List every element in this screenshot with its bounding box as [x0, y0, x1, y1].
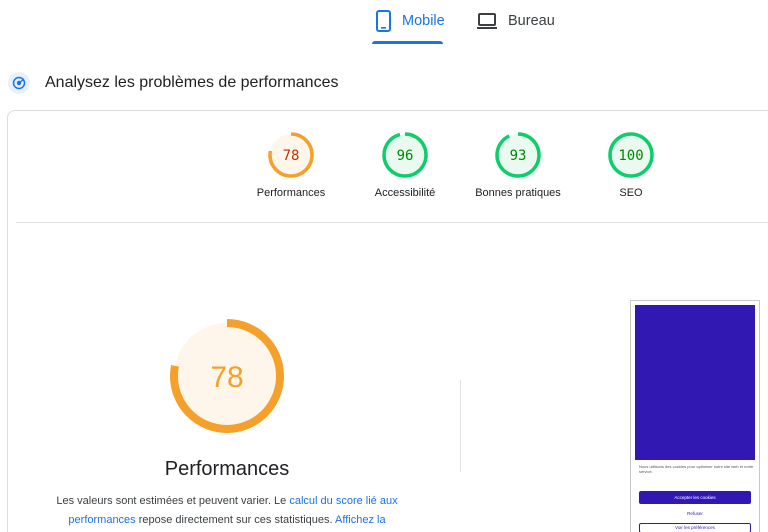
gauge-score: 96	[397, 148, 414, 164]
tab-selected-indicator	[372, 41, 443, 44]
gauge-score: 100	[618, 148, 643, 164]
screenshot-cookie-text: Nous utilisons des cookies pour optimise…	[639, 464, 754, 474]
vertical-divider	[460, 380, 461, 472]
main-gauge-title: Performances	[164, 458, 290, 480]
screenshot-prefs-button: Voir les préférences	[639, 523, 751, 532]
gauge-ring: 93	[495, 132, 541, 178]
device-tabs: Mobile Bureau	[0, 0, 768, 46]
view-link[interactable]: Affichez la	[335, 514, 386, 526]
diagnostics-icon	[8, 72, 30, 94]
gauge-label: Accessibilité	[374, 187, 436, 199]
laptop-icon	[477, 13, 497, 29]
gauge-seo[interactable]: 100 SEO	[581, 131, 681, 200]
gauge-ring: 78	[268, 132, 314, 178]
tab-mobile-label: Mobile	[402, 13, 445, 29]
gauge-performance[interactable]: 78 Performances	[241, 131, 341, 200]
gauge-label: Performances	[256, 187, 326, 199]
main-gauge-score: 78	[210, 361, 243, 394]
desc-text-2: repose directement sur ces statistiques.	[135, 514, 333, 526]
gauge-label: Bonnes pratiques	[475, 187, 561, 199]
gauge-best-practices[interactable]: 93 Bonnes pratiques	[468, 131, 568, 200]
page-screenshot-thumbnail[interactable]: Nous utilisons des cookies pour optimise…	[630, 300, 760, 532]
smartphone-icon	[376, 10, 391, 32]
gauge-ring: 100	[608, 132, 654, 178]
gauge-accessibility[interactable]: 96 Accessibilité	[355, 131, 455, 200]
performance-main-gauge: 78	[170, 319, 284, 433]
gauge-score: 93	[510, 148, 527, 164]
score-calculation-link[interactable]: calcul du score lié aux performances	[68, 495, 398, 526]
section-title: Analysez les problèmes de performances	[45, 74, 339, 91]
gauge-label: SEO	[619, 187, 643, 199]
desc-text-1: Les valeurs sont estimées et peuvent var…	[56, 495, 290, 507]
screenshot-hero	[635, 305, 755, 460]
tab-mobile[interactable]: Mobile	[375, 10, 445, 44]
score-gauges: 78 Performances 96 Accessibilité 93 Bonn…	[0, 131, 768, 211]
screenshot-accept-button: Accepter les cookies	[639, 491, 751, 504]
score-description: Les valeurs sont estimées et peuvent var…	[40, 492, 414, 530]
report-card	[7, 110, 768, 532]
gauge-score: 78	[283, 148, 300, 164]
gauge-ring: 96	[382, 132, 428, 178]
tab-desktop-label: Bureau	[508, 13, 555, 29]
tab-desktop[interactable]: Bureau	[476, 10, 556, 44]
section-heading: Analysez les problèmes de performances	[8, 72, 338, 94]
screenshot-refuse-button: Refuser	[687, 511, 703, 516]
divider	[16, 222, 768, 223]
